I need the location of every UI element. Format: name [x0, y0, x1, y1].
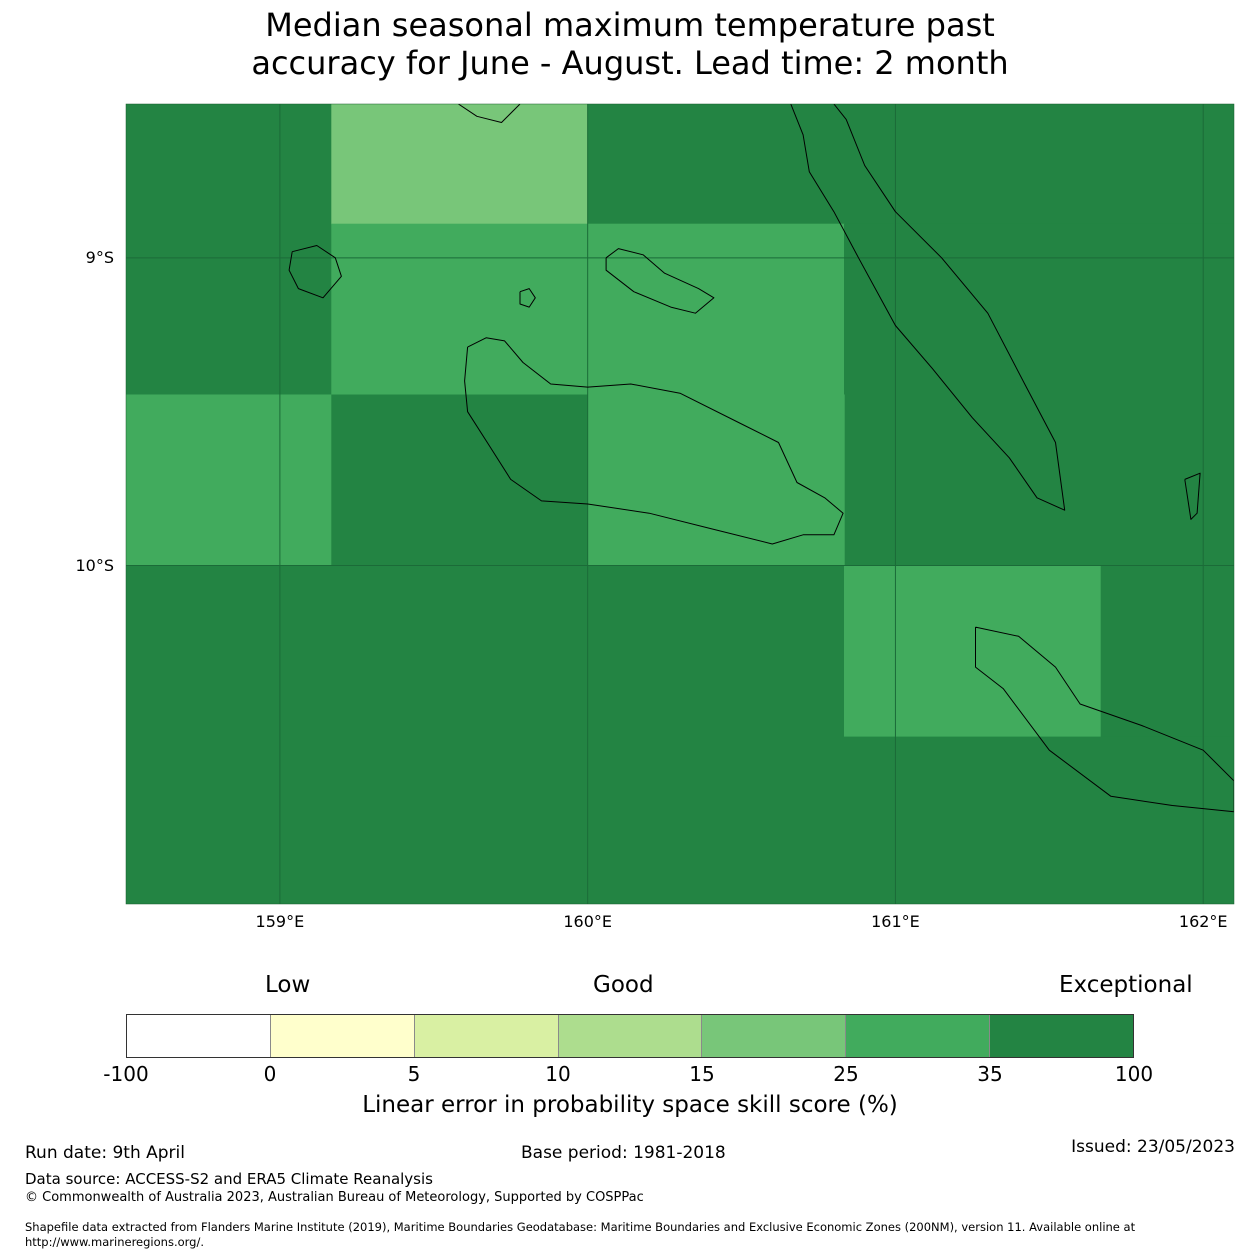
colorbar-segment [414, 1015, 559, 1057]
colorbar [126, 1014, 1134, 1058]
lon-tick-label: 162°E [1178, 912, 1228, 931]
colorbar-tick-label: 25 [833, 1062, 859, 1086]
grid-cell-6 [126, 394, 332, 567]
map-gridlines [126, 104, 1234, 904]
grid-cell-1 [331, 104, 589, 225]
colorbar-segment [270, 1015, 415, 1057]
colorbar-label: Linear error in probability space skill … [362, 1092, 898, 1118]
colorbar-segment [127, 1015, 271, 1057]
grid-cell-10 [844, 565, 1102, 738]
lon-tick-label: 161°E [871, 912, 920, 931]
colorbar-tick-label: 0 [263, 1062, 277, 1086]
lon-tick-label: 160°E [563, 912, 612, 931]
lon-tick-label: 159°E [255, 912, 305, 931]
colorbar-word-exceptional: Exceptional [1059, 972, 1193, 998]
colorbar-segment [846, 1015, 991, 1057]
grid-cell-9 [126, 565, 845, 904]
grid-cell-8 [587, 394, 845, 567]
colorbar-segment [702, 1015, 847, 1057]
coastline-florida-islands [605, 248, 715, 314]
base-period: Base period: 1981-2018 [521, 1143, 726, 1163]
grid-cell-3 [331, 223, 589, 396]
colorbar-tick-label: 100 [1114, 1062, 1154, 1086]
colorbar-word-good: Good [593, 972, 654, 998]
data-source: Data source: ACCESS-S2 and ERA5 Climate … [25, 1170, 433, 1188]
coastline-new-georgia-tip [458, 104, 521, 123]
issued-date: Issued: 23/05/2023 [1071, 1137, 1235, 1157]
grid-cell-4 [587, 223, 845, 396]
colorbar-tick-label: -100 [103, 1062, 149, 1086]
coastline-ulawa [1184, 472, 1201, 520]
grid-cell-12 [844, 736, 1234, 904]
colorbar-segment [990, 1015, 1134, 1057]
grid-cell-2 [587, 104, 1234, 225]
colorbar-tick-label: 15 [689, 1062, 715, 1086]
grid-cell-5 [844, 223, 1234, 567]
title-line-1: Median seasonal maximum temperature past [265, 6, 995, 44]
coastline-guadalcanal [464, 337, 844, 545]
map-plot [125, 103, 1235, 905]
title-line-2: accuracy for June - August. Lead time: 2… [251, 44, 1009, 82]
run-date: Run date: 9th April [25, 1143, 185, 1163]
grid-cell-11 [1100, 565, 1234, 738]
colorbar-tick-label: 10 [545, 1062, 571, 1086]
coastline-malaita [790, 104, 1066, 511]
colorbar-tick-label: 5 [407, 1062, 421, 1086]
lat-tick-label: 10°S [75, 555, 114, 575]
colorbar-segment [558, 1015, 703, 1057]
chart-title: Median seasonal maximum temperature past… [0, 6, 1260, 82]
lat-tick-label: 9°S [85, 247, 114, 267]
colorbar-word-low: Low [265, 972, 311, 998]
copyright: © Commonwealth of Australia 2023, Austra… [25, 1190, 644, 1205]
coastlines [288, 104, 1234, 813]
map-frame [125, 103, 1235, 905]
grid-cell-0 [126, 104, 332, 396]
shapefile-credit: Shapefile data extracted from Flanders M… [25, 1220, 1136, 1249]
coastline-savo [519, 288, 536, 308]
coastline-russell-islands [288, 245, 342, 299]
skill-grid-cells [126, 104, 1234, 904]
grid-cell-7 [331, 394, 589, 567]
colorbar-tick-label: 35 [977, 1062, 1003, 1086]
coastline-makira [975, 626, 1234, 813]
